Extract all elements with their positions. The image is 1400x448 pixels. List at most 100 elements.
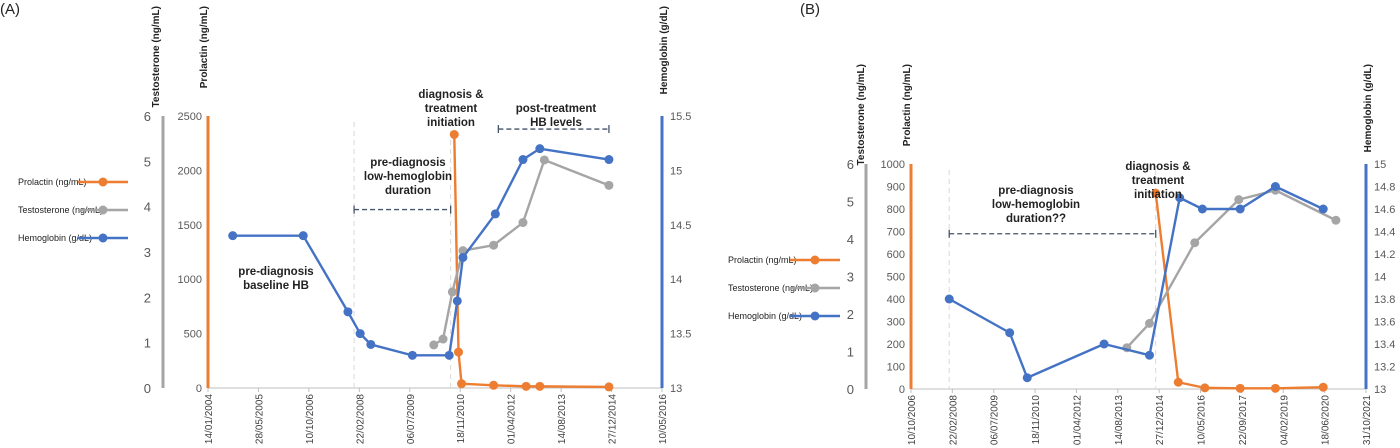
testosterone-tick-label: 1 [847,345,854,360]
testosterone-tick-label: 2 [144,290,151,305]
prolactin-tick-label: 1000 [881,159,905,171]
annotation-text: pre-diagnosis low-hemoglobin duration?? [992,185,1080,225]
hemoglobin-axis-title: Hemoglobin (g/dL) [659,6,670,94]
chart-panel-a: (A) 14/01/2004 28/05/2005 10/10/2006 22/02/2… [0,1,691,444]
annotation-text: pre-diagnosis low-hemoglobin duration [364,157,452,197]
testosterone-axis-title: Testosterone (ng/mL) [856,64,867,165]
annotation-line: duration?? [1006,213,1066,225]
legend: Prolactin (ng/mL) Testosterone (ng/mL) Hem… [18,177,128,243]
testosterone-data-point [489,240,499,250]
hemoglobin-data-point [535,144,545,154]
prolactin-tick-label: 500 [184,329,202,341]
annotation-line: treatment [425,103,478,115]
hemoglobin-tick-label: 15.5 [670,111,691,123]
hemoglobin-data-point [518,155,528,165]
prolactin-tick-label: 700 [887,227,905,239]
x-tick-label: 18/06/2020 [1321,395,1332,445]
annotation-line: low-hemoglobin [992,199,1080,211]
annotation-line: duration [385,185,431,197]
hemoglobin-data-point [1022,373,1032,383]
hemoglobin-tick-label: 14.8 [1374,182,1395,194]
hemoglobin-tick-label: 13.4 [1374,339,1395,351]
hemoglobin-series-line [948,185,1324,379]
prolactin-data-point [521,381,531,391]
x-tick-label: 14/08/2013 [1114,395,1125,445]
x-tick-label: 14/01/2004 [204,394,215,444]
prolactin-series-line [453,134,609,389]
x-tick-label: 14/08/2013 [557,394,568,444]
x-tick-label: 01/04/2012 [1072,395,1083,445]
hemoglobin-tick-label: 14.2 [1374,249,1395,261]
prolactin-data-point [489,380,499,390]
hemoglobin-data-point [1318,204,1328,214]
prolactin-tick-label: 800 [887,204,905,216]
testosterone-tick-label: 6 [847,157,854,172]
prolactin-axis-title: Prolactin (ng/mL) [902,64,913,146]
legend-swatch-marker [810,311,820,321]
prolactin-data-point [1318,382,1328,392]
hemoglobin-tick-label: 15 [1374,159,1386,171]
testosterone-data-point [1234,195,1244,205]
x-tick-label: 27/12/2014 [608,394,619,444]
annotation-text: pre-diagnosis baseline HB [238,266,313,292]
hemoglobin-data-point [1197,204,1207,214]
hemoglobin-data-point [355,329,365,339]
prolactin-tick-label: 2000 [178,165,202,177]
prolactin-tick-label: 0 [196,383,202,395]
x-tick-label: 18/11/2010 [456,394,467,444]
testosterone-data-point [438,334,448,344]
prolactin-data-point [604,382,614,392]
hemoglobin-data-point [366,339,376,349]
hemoglobin-tick-label: 13.2 [1374,362,1395,374]
legend-label-prolactin: Prolactin (ng/mL) [18,177,87,187]
x-tick-label: 18/11/2010 [1031,395,1042,445]
prolactin-tick-label: 100 [887,362,905,374]
prolactin-data-point [449,129,459,139]
testosterone-tick-label: 1 [144,336,151,351]
hemoglobin-data-point [1145,350,1155,360]
prolactin-tick-label: 500 [887,272,905,284]
hemoglobin-tick-label: 13.8 [1374,294,1395,306]
annotation-line: initiation [1134,189,1182,201]
prolactin-tick-label: 400 [887,294,905,306]
prolactin-tick-label: 0 [899,384,905,396]
testosterone-tick-label: 0 [144,381,151,396]
x-tick-label: 31/10/2021 [1362,395,1373,445]
legend: Prolactin (ng/mL) Testosterone (ng/mL) Hem… [728,255,840,321]
annotation-line: pre-diagnosis [238,266,313,278]
hemoglobin-data-point [1099,339,1109,349]
legend-label-hemoglobin: Hemoglobin (g/dL) [728,311,802,321]
panel-label: (B) [800,1,820,18]
annotation-line: post-treatment [516,103,597,115]
prolactin-tick-label: 2500 [178,111,202,123]
testosterone-tick-label: 4 [144,200,151,215]
prolactin-data-point [457,379,467,389]
annotation-text: post-treatment HB levels [516,103,597,129]
hemoglobin-tick-label: 14.4 [1374,227,1395,239]
hemoglobin-data-point [458,252,468,262]
prolactin-data-point [535,381,545,391]
testosterone-data-point [447,287,457,297]
x-tick-label: 22/02/2008 [355,394,366,444]
testosterone-tick-label: 2 [847,307,854,322]
testosterone-tick-label: 6 [144,109,151,124]
hemoglobin-data-point [1005,328,1015,338]
prolactin-tick-label: 900 [887,182,905,194]
x-tick-label: 10/05/2016 [1197,395,1208,445]
legend-swatch-marker [810,255,820,265]
legend-label-prolactin: Prolactin (ng/mL) [728,255,797,265]
hemoglobin-data-point [444,350,454,360]
hemoglobin-data-point [298,231,308,241]
annotation-line: treatment [1132,175,1185,187]
prolactin-tick-label: 600 [887,249,905,261]
x-tick-label: 22/02/2008 [948,395,959,445]
annotation-text: diagnosis & treatment initiation [1125,161,1190,201]
testosterone-axis-title: Testosterone (ng/mL) [151,6,162,107]
legend-label-testosterone: Testosterone (ng/mL) [728,283,813,293]
hemoglobin-tick-label: 13.6 [1374,317,1395,329]
hemoglobin-data-point [490,209,500,219]
testosterone-tick-label: 3 [847,270,854,285]
prolactin-tick-label: 1000 [178,274,202,286]
testosterone-series-line [1125,189,1337,349]
testosterone-tick-label: 0 [847,382,854,397]
